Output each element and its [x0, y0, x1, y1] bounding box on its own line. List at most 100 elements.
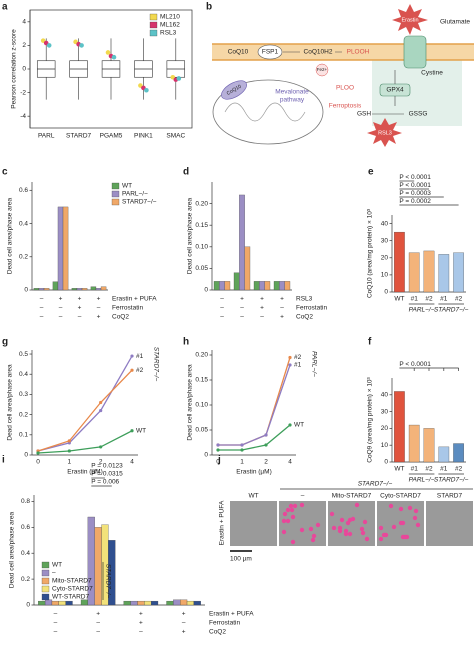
y-tick-label: 0.6: [19, 187, 28, 194]
bar: [90, 286, 97, 291]
dead-cell: [299, 502, 305, 508]
point: [240, 448, 244, 452]
treatment-mark: +: [240, 296, 244, 303]
x-tick-label: STARD7: [66, 133, 92, 140]
y-tick-label: 0: [204, 287, 208, 294]
series-label: #1: [294, 362, 302, 369]
dead-cell: [354, 502, 360, 508]
treatment-mark: –: [54, 611, 58, 618]
x-tick-label: PINK1: [134, 133, 153, 140]
dead-cell: [308, 526, 314, 532]
group-label: STARD7−/−: [434, 307, 469, 314]
treatment-name: CoQ2: [112, 314, 129, 321]
highlight-point: [46, 43, 52, 48]
point: [216, 443, 220, 447]
dead-cell: [331, 525, 337, 531]
bar: [259, 281, 265, 291]
treatment-mark: –: [40, 305, 44, 312]
y-tick-label: 0: [22, 66, 26, 73]
point: [130, 429, 134, 433]
bar: [108, 540, 116, 606]
y-tick-label: 0.10: [195, 402, 208, 409]
fe-node: [315, 63, 329, 77]
y-axis-title: CoQ9 (area/mg protein) × 10³: [367, 376, 374, 462]
legend-label: STARD7−/−: [122, 199, 157, 206]
dead-cell: [359, 526, 365, 532]
y-axis-title: Dead cell area/phase area: [7, 364, 14, 441]
bar: [394, 391, 405, 463]
bar: [284, 281, 291, 291]
bar: [94, 527, 102, 606]
point: [99, 445, 103, 449]
x-tick-label: PGAM5: [100, 133, 123, 140]
treatment-mark: –: [240, 305, 244, 312]
legend-label: ML210: [160, 14, 180, 21]
bar: [62, 206, 69, 291]
bar: [453, 252, 464, 293]
dead-cell: [329, 511, 335, 517]
dead-cell: [310, 537, 316, 543]
bar: [150, 600, 159, 606]
bar: [52, 281, 59, 291]
label: Cystine: [421, 70, 443, 77]
bar: [65, 600, 73, 606]
dead-cell: [407, 505, 413, 511]
bar: [438, 254, 450, 293]
bar: [213, 281, 220, 291]
y-tick-label: 4: [22, 19, 26, 26]
treatment-mark: –: [54, 629, 58, 636]
y-axis-title: Dead cell area/phase area: [187, 364, 194, 441]
legend-swatch: [111, 190, 120, 198]
p-value: P < 0.0001: [399, 182, 431, 189]
x-tick-label: WT: [394, 466, 404, 473]
y-tick-label: 30: [381, 237, 389, 244]
y-axis-title: Dead cell area/phase area: [7, 197, 14, 274]
treatment-mark: +: [280, 314, 284, 321]
x-tick-label: #2: [455, 296, 463, 303]
label: CoQ10H2: [304, 49, 333, 56]
series-label: #2: [136, 367, 144, 374]
label: PLOOH: [347, 49, 370, 56]
y-tick-label: 0.4: [19, 220, 28, 227]
line: [37, 369, 133, 452]
x-tick-label: #1: [440, 296, 448, 303]
legend-label: RSL3: [160, 30, 177, 37]
bar: [51, 600, 59, 606]
point: [264, 443, 268, 447]
line: [37, 355, 133, 452]
column-label: –: [301, 493, 305, 500]
row-label: Erastin + PUFA: [219, 500, 226, 545]
y-tick-label: 40: [381, 392, 389, 399]
x-tick-label: 1: [240, 459, 244, 466]
dead-cell: [345, 520, 351, 526]
y-tick-label: 0.8: [21, 498, 30, 505]
highlight-point: [111, 54, 117, 60]
series-label: WT: [294, 422, 304, 429]
p-value: P = 0.0003: [399, 190, 431, 197]
x-tick-label: 4: [130, 459, 134, 466]
line: [218, 357, 291, 446]
legend-label: PARL−/−: [122, 191, 148, 198]
y-tick-label: 0.15: [195, 222, 208, 229]
y-axis-title: Pearson correlation z-score: [11, 29, 18, 109]
treatment-mark: –: [139, 629, 143, 636]
p-value: P = 0.0123: [91, 463, 123, 470]
treatment-name: Erastin + PUFA: [112, 296, 157, 303]
bar: [423, 428, 435, 463]
bar: [186, 600, 195, 606]
bar: [279, 281, 285, 291]
dead-cell: [413, 508, 419, 514]
dead-cell: [299, 527, 305, 533]
dead-cell: [381, 532, 387, 538]
treatment-mark: +: [59, 296, 63, 303]
x-tick-label: #1: [411, 466, 419, 473]
coq10-node: [221, 80, 247, 100]
dead-cell: [400, 534, 406, 540]
x-tick-label: WT: [394, 296, 404, 303]
bar: [95, 288, 102, 291]
micrograph: [426, 501, 473, 546]
rsl3-star: [367, 118, 402, 147]
bar: [144, 600, 152, 606]
label: pathway: [280, 97, 305, 104]
